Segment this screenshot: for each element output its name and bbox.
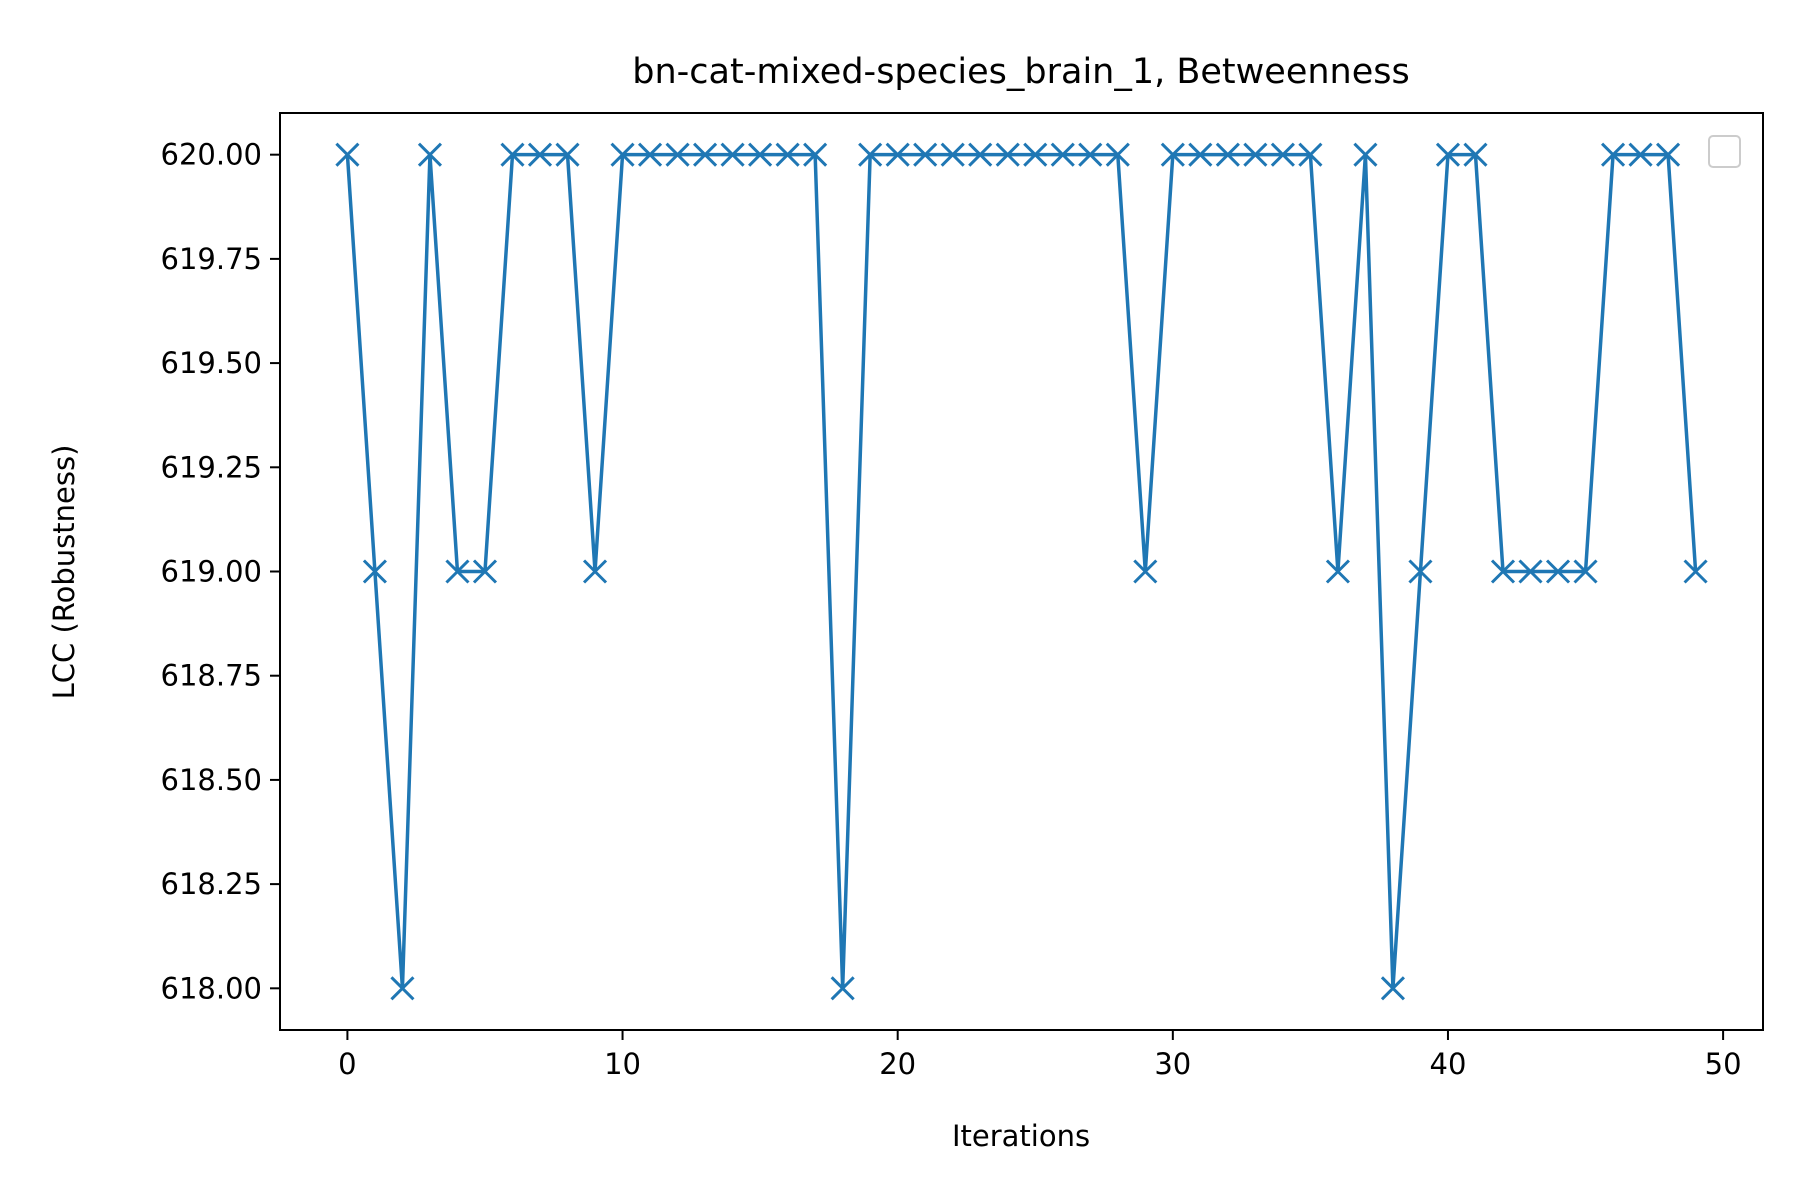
data-point-marker: [1656, 142, 1681, 167]
data-point-marker: [1435, 142, 1461, 167]
data-point-marker: [445, 559, 470, 584]
data-point-marker: [803, 142, 828, 167]
x-axis-label: Iterations: [952, 1119, 1090, 1153]
x-tick-label: 30: [1154, 1047, 1191, 1081]
y-tick-label: 618.25: [161, 867, 262, 901]
data-point-marker: [1270, 142, 1295, 167]
data-point-marker: [1023, 142, 1048, 167]
data-point-marker: [1325, 559, 1350, 584]
data-point-marker: [1683, 559, 1708, 584]
data-point-marker: [1518, 559, 1543, 584]
x-tick-label: 10: [604, 1047, 641, 1081]
data-point-marker: [748, 142, 773, 167]
data-point-marker: [1408, 559, 1433, 584]
data-point-marker: [830, 976, 855, 1001]
data-point-marker: [1215, 142, 1240, 167]
data-point-marker: [1353, 142, 1378, 167]
data-point-marker: [995, 142, 1020, 167]
data-point-marker: [582, 559, 608, 584]
data-point-marker: [527, 142, 553, 167]
data-point-marker: [940, 142, 965, 167]
legend-box: [1708, 135, 1741, 168]
x-tick-label: 40: [1430, 1047, 1467, 1081]
data-point-marker: [665, 142, 690, 167]
data-point-marker: [362, 559, 387, 584]
data-point-marker: [693, 142, 718, 167]
data-point-marker: [1463, 142, 1488, 167]
data-point-marker: [500, 142, 525, 167]
data-point-marker: [390, 976, 415, 1001]
x-tick-label: 50: [1705, 1047, 1742, 1081]
data-point-marker: [1105, 142, 1130, 167]
data-point-marker: [472, 559, 498, 584]
y-tick-label: 618.75: [161, 659, 262, 693]
data-point-marker: [1078, 142, 1103, 167]
chart-title: bn-cat-mixed-species_brain_1, Betweennes…: [632, 52, 1409, 92]
data-point-marker: [1490, 559, 1516, 584]
data-point-marker: [417, 142, 443, 167]
data-point-marker: [1160, 142, 1185, 167]
y-tick-label: 618.00: [161, 971, 262, 1005]
x-tick-label: 0: [338, 1047, 356, 1081]
y-tick-label: 619.25: [161, 450, 262, 484]
data-point-marker: [775, 142, 800, 167]
data-point-marker: [638, 142, 663, 167]
data-point-marker: [1133, 559, 1158, 584]
data-point-marker: [335, 142, 360, 167]
y-tick-label: 618.50: [161, 763, 262, 797]
data-point-marker: [1380, 976, 1406, 1001]
data-point-marker: [555, 142, 580, 167]
data-point-marker: [885, 142, 910, 167]
data-point-marker: [1573, 559, 1598, 584]
data-point-marker: [1243, 142, 1268, 167]
series-line: [345, 152, 1698, 991]
data-point-marker: [1628, 142, 1653, 167]
y-axis-label: LCC (Robustness): [47, 445, 81, 700]
data-point-marker: [913, 142, 938, 167]
plot-area: 0 10 20 30 40 50 618.00 618.25 618.50 618.75 619.0…: [161, 112, 1764, 1081]
data-point-marker: [1545, 559, 1571, 584]
y-tick-label: 619.50: [161, 346, 262, 380]
data-point-marker: [1600, 142, 1626, 167]
data-point-marker: [720, 142, 745, 167]
data-point-marker: [1050, 142, 1075, 167]
x-tick-label: 20: [879, 1047, 916, 1081]
y-tick-label: 619.75: [161, 242, 262, 276]
data-point-marker: [610, 142, 635, 167]
data-point-marker: [1188, 142, 1213, 167]
data-point-marker: [968, 142, 993, 167]
y-tick-label: 619.00: [161, 555, 262, 589]
data-point-marker: [1298, 142, 1323, 167]
data-point-marker: [858, 142, 883, 167]
y-tick-label: 620.00: [161, 138, 262, 172]
